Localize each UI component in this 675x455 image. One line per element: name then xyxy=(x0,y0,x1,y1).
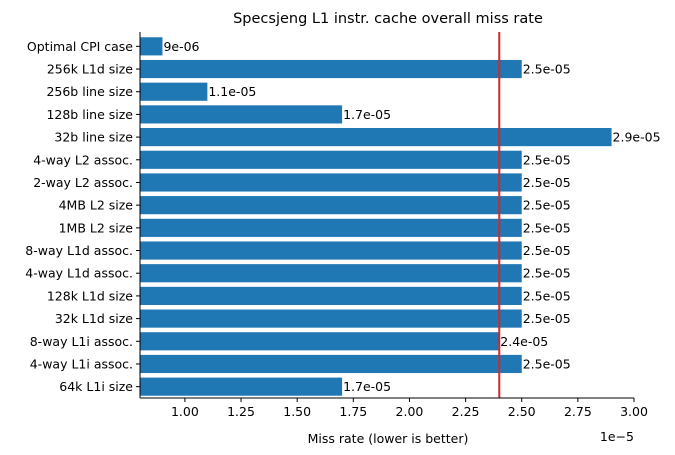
x-tick-label: 1.25 xyxy=(227,404,255,419)
bar xyxy=(140,332,500,351)
x-tick-label: 1.50 xyxy=(283,404,311,419)
bar xyxy=(140,377,343,396)
y-tick-label: 64k L1i size xyxy=(59,379,133,394)
y-tick-label: 32k L1d size xyxy=(55,311,133,326)
bar-value-label: 2.5e-05 xyxy=(523,175,571,190)
x-tick-label: 1.00 xyxy=(171,404,199,419)
bar xyxy=(140,354,522,374)
bar-value-label: 2.5e-05 xyxy=(523,266,571,281)
x-tick-label: 3.00 xyxy=(620,404,648,419)
y-tick-label: 8-way L1d assoc. xyxy=(25,243,133,258)
bar-value-label: 2.5e-05 xyxy=(523,288,571,303)
bar-value-label: 9e-06 xyxy=(163,39,199,54)
y-tick-label: 256b line size xyxy=(46,84,133,99)
chart-title: Specsjeng L1 instr. cache overall miss r… xyxy=(233,11,543,27)
bar xyxy=(140,264,522,283)
bar xyxy=(140,59,522,79)
y-tick-label: 4-way L1d assoc. xyxy=(25,266,133,281)
y-tick-label: 4MB L2 size xyxy=(59,198,134,213)
bar xyxy=(140,105,343,124)
value-labels: 9e-06 2.5e-05 1.1e-05 1.7e-05 2.9e-05 2.5e-05… xyxy=(163,39,660,394)
x-tick-label: 1.75 xyxy=(339,404,367,419)
x-axis-offset-label: 1e−5 xyxy=(600,429,634,444)
bar xyxy=(140,173,522,192)
bar xyxy=(140,196,522,215)
bar-value-label: 2.5e-05 xyxy=(523,152,571,167)
x-tick-label: 2.25 xyxy=(452,404,480,419)
y-tick-label: 4-way L1i assoc. xyxy=(30,356,133,371)
x-tick-label: 2.75 xyxy=(564,404,592,419)
bar xyxy=(140,150,522,169)
x-tick-label: 2.00 xyxy=(396,404,424,419)
y-tick-label: 4-way L2 assoc. xyxy=(33,152,133,167)
bar xyxy=(140,37,163,56)
bar-value-label: 2.5e-05 xyxy=(523,243,571,258)
bar-value-label: 2.5e-05 xyxy=(523,311,571,326)
bar-value-label: 2.9e-05 xyxy=(613,130,661,145)
y-tick-label: Optimal CPI case xyxy=(27,39,133,54)
bar-value-label: 1.7e-05 xyxy=(343,107,391,122)
bar-value-label: 2.5e-05 xyxy=(523,62,571,77)
bar xyxy=(140,128,612,147)
bar xyxy=(140,82,208,101)
bar-value-label: 2.5e-05 xyxy=(523,220,571,235)
bar-value-label: 2.5e-05 xyxy=(523,198,571,213)
y-tick-label: 256k L1d size xyxy=(47,62,133,77)
y-tick-label: 8-way L1i assoc. xyxy=(30,334,133,349)
y-tick-label: 32b line size xyxy=(54,130,133,145)
bar xyxy=(140,241,522,260)
bar xyxy=(140,309,522,328)
x-tick-label: 2.50 xyxy=(508,404,536,419)
bar xyxy=(140,286,522,305)
x-axis-label: Miss rate (lower is better) xyxy=(308,431,469,446)
y-tick-label: 2-way L2 assoc. xyxy=(33,175,133,190)
y-tick-label: 128k L1d size xyxy=(47,288,133,303)
bar-value-label: 2.4e-05 xyxy=(500,334,548,349)
bars xyxy=(140,37,612,396)
bar-value-label: 1.1e-05 xyxy=(208,84,256,99)
bar-value-label: 1.7e-05 xyxy=(343,379,391,394)
x-axis-ticks: 1.00 1.25 1.50 1.75 2.00 2.25 2.50 2.75 3.00 xyxy=(171,398,648,419)
y-tick-label: 1MB L2 size xyxy=(59,220,134,235)
y-axis-ticks: Optimal CPI case 256k L1d size 256b line s… xyxy=(25,39,140,394)
y-tick-label: 128b line size xyxy=(46,107,133,122)
bar-value-label: 2.5e-05 xyxy=(523,356,571,371)
bar xyxy=(140,218,522,237)
